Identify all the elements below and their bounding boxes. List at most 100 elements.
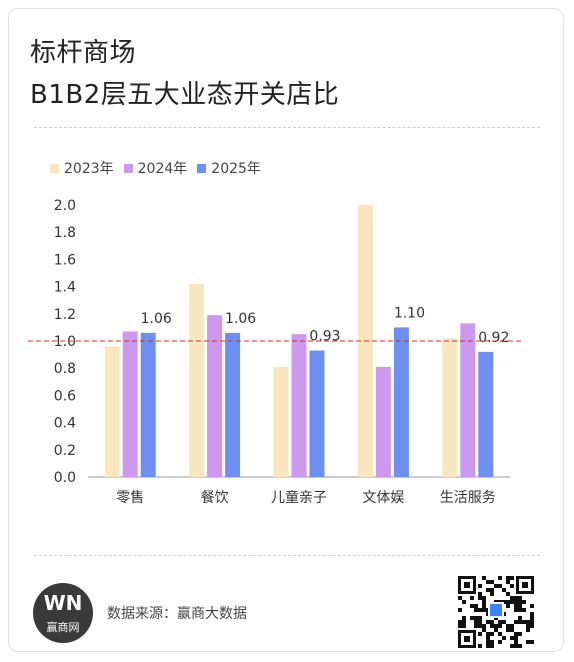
qr-module	[490, 640, 494, 644]
qr-module	[514, 600, 518, 604]
y-tick-label: 1.4	[54, 280, 76, 296]
qr-module	[526, 620, 530, 624]
qr-module	[470, 604, 474, 608]
legend-swatch-2024	[123, 163, 133, 173]
qr-module	[482, 604, 486, 608]
qr-module	[478, 584, 482, 588]
bar-2025年-零售	[140, 332, 156, 477]
qr-module	[490, 588, 494, 592]
qr-module	[490, 644, 494, 648]
qr-module	[530, 624, 534, 628]
qr-module	[498, 624, 502, 628]
qr-module	[478, 644, 482, 648]
bar-2025年-文体娱	[393, 327, 409, 477]
qr-module	[514, 596, 518, 600]
qr-module	[482, 628, 486, 632]
qr-module	[518, 620, 522, 624]
top-divider	[34, 127, 540, 128]
qr-module	[518, 604, 522, 608]
qr-module	[462, 616, 466, 620]
data-label: 1.10	[394, 305, 425, 321]
qr-module	[486, 644, 490, 648]
qr-module	[494, 584, 498, 588]
bar-2023年-零售	[104, 346, 120, 477]
qr-module	[506, 592, 510, 596]
qr-module	[514, 636, 518, 640]
legend-item-2025: 2025年	[197, 158, 261, 178]
bar-2024年-文体娱	[375, 366, 391, 477]
qr-module	[478, 620, 482, 624]
qr-module	[502, 636, 506, 640]
x-tick-label: 儿童亲子	[271, 489, 327, 506]
qr-module	[464, 582, 470, 588]
y-tick-label: 1.8	[54, 225, 76, 241]
qr-module	[474, 608, 478, 612]
legend-swatch-2025	[197, 163, 207, 173]
qr-module	[498, 632, 502, 636]
qr-module	[482, 624, 486, 628]
brand-logo-text: 赢商网	[46, 621, 80, 634]
x-tick-label: 餐饮	[201, 490, 229, 506]
legend-label-2025: 2025年	[211, 161, 261, 177]
legend-label-2023: 2023年	[64, 161, 114, 177]
qr-module	[490, 592, 494, 596]
qr-module	[490, 624, 494, 628]
qr-module	[482, 576, 486, 580]
qr-module	[522, 620, 526, 624]
bar-2024年-儿童亲子	[291, 334, 307, 477]
qr-module	[518, 596, 522, 600]
qr-module	[510, 584, 514, 588]
qr-module	[478, 592, 482, 596]
qr-module	[514, 604, 518, 608]
qr-module	[494, 624, 498, 628]
y-tick-label: 0.6	[54, 388, 76, 404]
y-tick-label: 1.2	[54, 307, 76, 323]
x-tick-label: 生活服务	[440, 490, 496, 506]
qr-module	[510, 600, 514, 604]
qr-module	[458, 620, 462, 624]
qr-module	[502, 620, 506, 624]
qr-module	[486, 620, 490, 624]
qr-module	[474, 624, 478, 628]
qr-module	[482, 608, 486, 612]
qr-module	[514, 620, 518, 624]
qr-module	[530, 604, 534, 608]
qr-module	[518, 616, 522, 620]
qr-module	[518, 632, 522, 636]
qr-module	[486, 588, 490, 592]
qr-module	[518, 644, 522, 648]
bar-2024年-生活服务	[460, 323, 476, 477]
qr-module	[462, 600, 466, 604]
qr-module	[474, 616, 478, 620]
qr-module	[478, 624, 482, 628]
qr-module	[494, 628, 498, 632]
qr-module	[498, 620, 502, 624]
qr-module	[490, 604, 502, 616]
qr-module	[514, 608, 518, 612]
bottom-divider	[34, 555, 540, 556]
qr-module	[526, 640, 530, 644]
chart-title-line2: B1B2层五大业态开关店比	[30, 80, 340, 110]
qr-module	[478, 632, 482, 636]
qr-module	[470, 616, 474, 620]
qr-module	[478, 608, 482, 612]
qr-module	[478, 616, 482, 620]
qr-module	[486, 580, 490, 584]
qr-module	[526, 624, 530, 628]
qr-module	[498, 576, 502, 580]
bar-2023年-餐饮	[189, 283, 205, 477]
qr-module	[478, 596, 482, 600]
brand-logo-mark: WN	[43, 591, 83, 615]
x-tick-label: 零售	[116, 490, 144, 506]
data-label: 1.06	[141, 311, 172, 327]
bar-2025年-生活服务	[478, 351, 494, 477]
qr-module	[482, 596, 486, 600]
qr-module	[462, 624, 466, 628]
qr-module	[518, 600, 522, 604]
qr-module	[490, 580, 494, 584]
x-tick-label: 文体娱	[362, 490, 404, 506]
qr-module	[470, 596, 474, 600]
y-tick-label: 0.2	[54, 443, 76, 459]
y-tick-label: 0.0	[54, 470, 76, 486]
qr-module	[506, 628, 510, 632]
